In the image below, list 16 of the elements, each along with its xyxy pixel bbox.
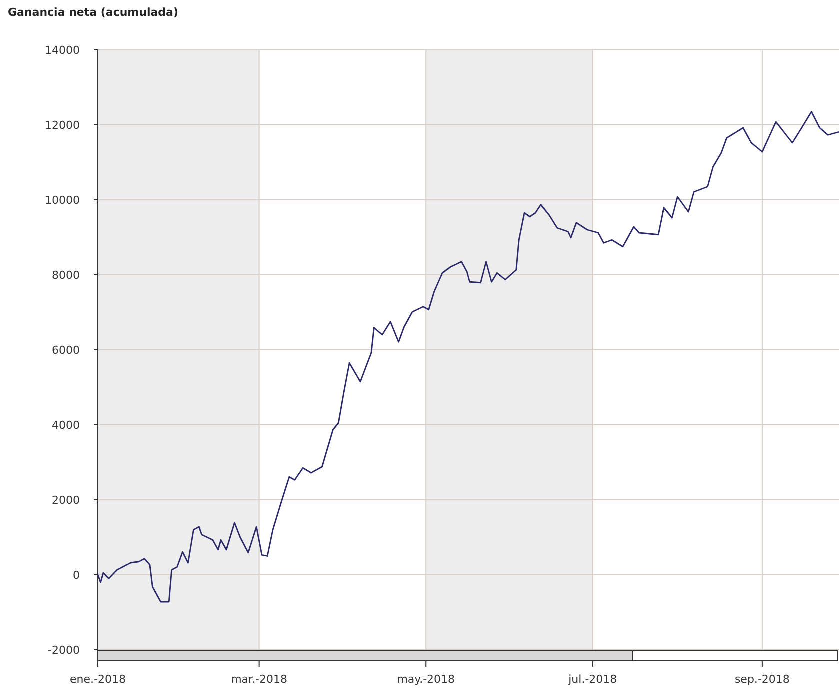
y-tick-label: 14000 [45, 44, 80, 57]
y-tick-label: 0 [73, 568, 80, 582]
x-tick-label: sep.-2018 [734, 673, 790, 686]
x-tick-label: may.-2018 [397, 673, 456, 686]
chart-title: Ganancia neta (acumulada) [8, 6, 178, 19]
y-tick-label: -2000 [48, 644, 80, 657]
line-series [97, 111, 839, 603]
y-tick-label: 6000 [52, 344, 80, 357]
y-tick-label: 12000 [45, 118, 80, 132]
y-tick-label: 2000 [52, 494, 80, 507]
x-tick-label: mar.-2018 [231, 673, 288, 686]
y-tick-label: 10000 [45, 194, 80, 207]
y-tick-label: 8000 [52, 268, 80, 282]
y-tick-label: 4000 [52, 418, 80, 432]
x-tick-label: ene.-2018 [70, 673, 126, 686]
x-tick-label: jul.-2018 [568, 673, 618, 686]
